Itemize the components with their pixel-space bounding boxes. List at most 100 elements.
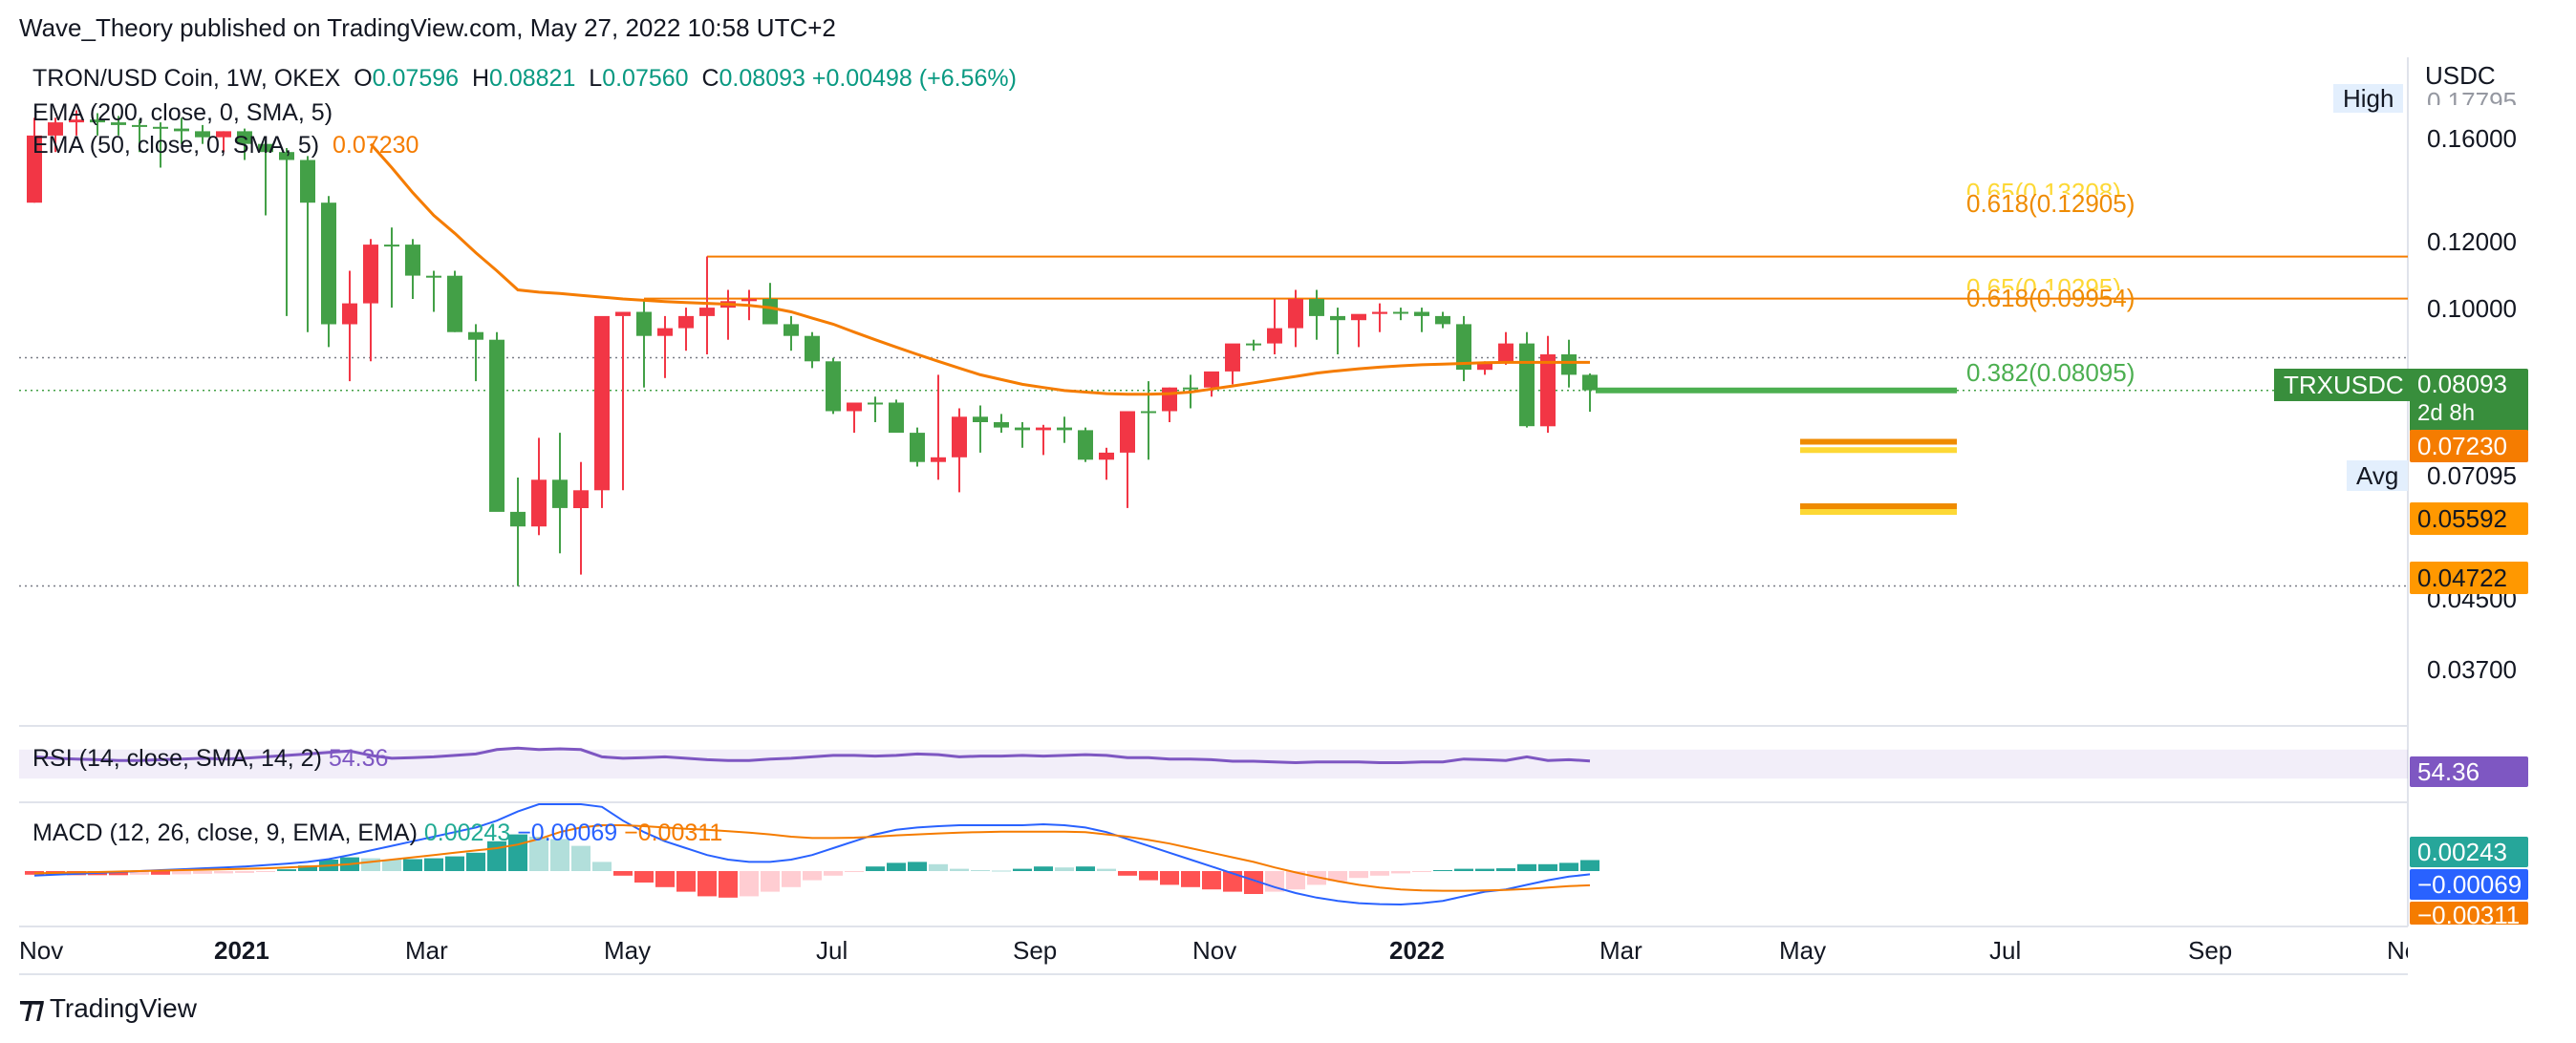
- tradingview-logo[interactable]: ⁊⁊ TradingView: [19, 991, 197, 1025]
- ema50-title: EMA (50, close, 0, SMA, 5): [32, 132, 320, 159]
- macd-hist-bar: [1013, 868, 1032, 871]
- macd-hist-bar: [908, 862, 927, 871]
- candle-body: [1078, 430, 1093, 460]
- time-tick-4: Jul: [816, 936, 848, 965]
- rsi-pane: [19, 746, 2408, 779]
- macd-hist-bar: [929, 863, 948, 871]
- candle-body: [1204, 371, 1219, 388]
- candle-body: [27, 135, 42, 203]
- macd-hist-bar: [740, 871, 759, 897]
- macd-hist-bar: [550, 839, 569, 871]
- macd-hist-bar: [1055, 867, 1074, 871]
- macd-pane: [25, 803, 1599, 906]
- ema200-legend[interactable]: EMA (200, close, 0, SMA, 5): [32, 99, 333, 127]
- candle-body: [174, 128, 189, 132]
- c-value: 0.08093: [719, 65, 805, 92]
- macd-hist-bar: [1139, 871, 1158, 881]
- fib-mid-65-label: 0.65(0.10295): [1966, 275, 2121, 290]
- time-tick-5: Sep: [1013, 936, 1058, 965]
- macd-hist-bar: [1517, 863, 1536, 871]
- candle-body: [489, 339, 504, 512]
- candle-body: [952, 416, 967, 458]
- time-tick-9: May: [1779, 936, 1827, 965]
- currency-label: USDC: [2425, 61, 2496, 90]
- macd-hist-bar: [1559, 862, 1578, 871]
- ema50-legend-value: 0.07230: [333, 132, 419, 159]
- candle-body: [1162, 387, 1177, 412]
- macd-hist-bar: [761, 871, 780, 892]
- macd-hist-bar: [1202, 871, 1221, 890]
- time-tick-12: No: [2387, 936, 2408, 965]
- candle-body: [384, 245, 399, 247]
- candle-body: [153, 126, 168, 129]
- candle-body: [762, 299, 778, 325]
- candle-body: [1456, 324, 1471, 371]
- time-tick-11: Sep: [2188, 936, 2233, 965]
- time-tick-3: May: [604, 936, 652, 965]
- macd-hist-bar: [1328, 871, 1347, 882]
- time-tick-2: Mar: [405, 936, 448, 965]
- candle-body: [678, 315, 694, 329]
- avg-label: Avg: [2347, 460, 2409, 491]
- symbol-legend[interactable]: TRON/USD Coin, 1W, OKEX O0.07596 H0.0882…: [32, 65, 1017, 93]
- candle-body: [1393, 311, 1408, 314]
- time-tick-7: 2022: [1389, 936, 1445, 965]
- candle-body: [531, 479, 547, 527]
- price-tick-16000: 0.16000: [2427, 124, 2517, 153]
- macd-hist-legend: 0.00243: [423, 820, 511, 846]
- support2-tag: 0.04722: [2410, 562, 2528, 594]
- macd-hist-bar: [782, 871, 801, 887]
- macd-title: MACD (12, 26, close, 9, EMA, EMA): [32, 820, 418, 846]
- macd-hist-bar: [698, 871, 717, 897]
- publisher-caption: Wave_Theory published on TradingView.com…: [19, 13, 836, 42]
- candle-body: [1099, 452, 1114, 460]
- ema50-legend[interactable]: EMA (50, close, 0, SMA, 5) 0.07230: [32, 132, 419, 160]
- candle-body: [1246, 343, 1261, 346]
- ema50-tag: 0.07230: [2410, 430, 2528, 462]
- candle-body: [447, 275, 462, 332]
- l-label: L: [589, 65, 603, 92]
- candle-body: [279, 152, 294, 160]
- candle-body: [973, 416, 988, 422]
- candle-body: [426, 275, 441, 278]
- candle-body: [552, 479, 568, 508]
- o-label: O: [354, 65, 373, 92]
- candle-body: [594, 315, 610, 491]
- macd-hist-bar: [277, 869, 296, 871]
- candle-body: [1351, 313, 1366, 321]
- macd-hist-bar: [151, 871, 170, 875]
- high-value: 0.17795: [2427, 87, 2517, 105]
- candle-body: [1414, 311, 1429, 316]
- candle-body: [847, 402, 862, 412]
- rsi-legend[interactable]: RSI (14, close, SMA, 14, 2) 54.36: [32, 745, 388, 773]
- macd-hist-bar: [992, 870, 1011, 872]
- candle-body: [994, 422, 1009, 428]
- high-label: High: [2333, 84, 2404, 113]
- candle-body: [69, 119, 84, 123]
- macd-hist-bar: [1433, 870, 1452, 871]
- macd-hist-bar: [445, 856, 464, 871]
- candle-body: [405, 245, 420, 276]
- macd-hist-bar: [256, 871, 275, 872]
- macd-line-tag: −0.00069: [2410, 869, 2528, 900]
- candle-body: [1498, 343, 1513, 364]
- candle-body: [615, 311, 631, 316]
- time-tick-6: Nov: [1192, 936, 1237, 965]
- time-tick-8: Mar: [1599, 936, 1642, 965]
- macd-hist-bar: [824, 871, 843, 876]
- candle-body: [1372, 311, 1387, 314]
- macd-hist-bar: [193, 871, 212, 874]
- symbol-title: TRON/USD Coin, 1W, OKEX: [32, 65, 341, 92]
- support1-tag: 0.05592: [2410, 502, 2528, 535]
- price-tick-12000: 0.12000: [2427, 227, 2517, 256]
- macd-hist-tag: 0.00243: [2410, 837, 2528, 867]
- macd-hist-bar: [634, 871, 654, 883]
- candle-body: [132, 124, 147, 127]
- macd-legend[interactable]: MACD (12, 26, close, 9, EMA, EMA) 0.0024…: [32, 820, 722, 847]
- candle-body: [1015, 427, 1030, 431]
- macd-hist-bar: [1118, 871, 1137, 876]
- change-value: +0.00498 (+6.56%): [811, 65, 1017, 92]
- candle-body: [48, 122, 63, 136]
- macd-hist-bar: [1223, 871, 1242, 892]
